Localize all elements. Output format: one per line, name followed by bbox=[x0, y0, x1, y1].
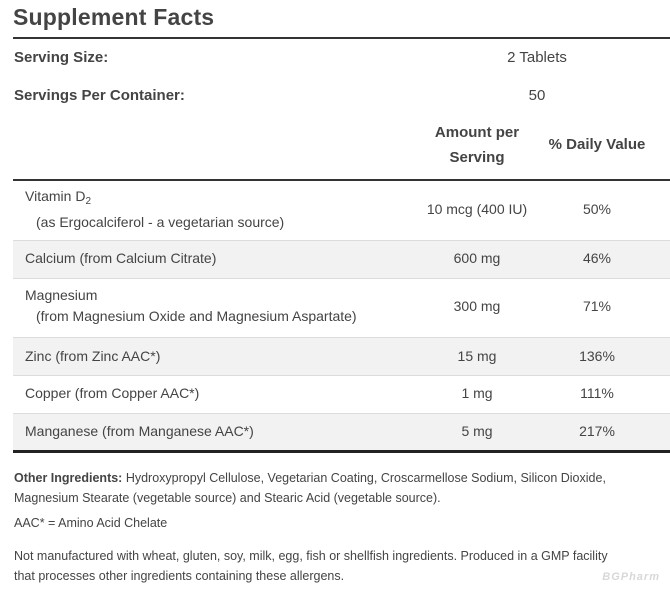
nutrient-row-calcium: Calcium (from Calcium Citrate) 600 mg 46… bbox=[13, 241, 670, 278]
nutrient-amount: 300 mg bbox=[453, 298, 501, 314]
nutrient-name: Copper (from Copper AAC*) bbox=[25, 385, 200, 401]
nutrient-name: Vitamin D2 (as Ergocalciferol - a vegeta… bbox=[25, 188, 285, 230]
nutrient-name: Manganese (from Manganese AAC*) bbox=[25, 423, 254, 439]
servings-per-container-value: 50 bbox=[528, 87, 546, 104]
other-ingredients-text: Hydroxypropyl Cellulose, Vegetarian Coat… bbox=[125, 471, 606, 485]
row-divider bbox=[13, 375, 670, 376]
other-ingredients: Other Ingredients: Hydroxypropyl Cellulo… bbox=[14, 468, 606, 488]
nutrient-row-manganese: Manganese (from Manganese AAC*) 5 mg 217… bbox=[13, 414, 670, 450]
allergen-statement-line2: that processes other ingredients contain… bbox=[14, 569, 345, 583]
nutrient-daily-value: 71% bbox=[582, 298, 612, 314]
other-ingredients-label: Other Ingredients: bbox=[14, 471, 123, 485]
panel-title: Supplement Facts bbox=[13, 4, 215, 30]
nutrient-amount: 10 mcg (400 IU) bbox=[426, 201, 528, 217]
daily-value-header: % Daily Value bbox=[548, 136, 646, 153]
row-divider bbox=[13, 337, 670, 338]
servings-per-container-label: Servings Per Container: bbox=[14, 87, 185, 104]
watermark-logo: BGPharm bbox=[602, 571, 660, 583]
nutrient-daily-value: 136% bbox=[579, 348, 615, 364]
row-divider bbox=[13, 278, 670, 279]
aac-note: AAC* = Amino Acid Chelate bbox=[14, 516, 168, 530]
nutrient-amount: 600 mg bbox=[453, 250, 501, 266]
serving-size-value: 2 Tablets bbox=[507, 49, 567, 66]
nutrient-row-magnesium: Magnesium (from Magnesium Oxide and Magn… bbox=[13, 279, 670, 337]
row-divider bbox=[13, 413, 670, 414]
nutrient-name: Magnesium (from Magnesium Oxide and Magn… bbox=[25, 287, 357, 324]
row-divider bbox=[13, 240, 670, 241]
nutrient-daily-value: 217% bbox=[579, 423, 615, 439]
nutrient-daily-value: 46% bbox=[582, 250, 612, 266]
nutrient-row-zinc: Zinc (from Zinc AAC*) 15 mg 136% bbox=[13, 338, 670, 375]
title-rule bbox=[13, 37, 670, 39]
amount-per-serving-header: Amount per Serving bbox=[434, 124, 520, 166]
nutrient-amount: 15 mg bbox=[457, 348, 497, 364]
nutrient-name: Calcium (from Calcium Citrate) bbox=[25, 250, 217, 266]
nutrient-row-vitamin-d2: Vitamin D2 (as Ergocalciferol - a vegeta… bbox=[13, 181, 670, 240]
allergen-statement-line1: Not manufactured with wheat, gluten, soy… bbox=[14, 549, 608, 563]
other-ingredients-cont: Magnesium Stearate (vegetable source) an… bbox=[14, 491, 441, 505]
nutrient-name: Zinc (from Zinc AAC*) bbox=[25, 348, 161, 364]
nutrient-amount: 1 mg bbox=[461, 385, 493, 401]
table-bottom-rule bbox=[13, 450, 670, 453]
serving-size-label: Serving Size: bbox=[14, 49, 109, 66]
nutrient-row-copper: Copper (from Copper AAC*) 1 mg 111% bbox=[13, 376, 670, 413]
table-top-rule bbox=[13, 179, 670, 181]
nutrient-daily-value: 111% bbox=[580, 385, 614, 401]
nutrient-amount: 5 mg bbox=[461, 423, 493, 439]
nutrient-daily-value: 50% bbox=[582, 201, 612, 217]
